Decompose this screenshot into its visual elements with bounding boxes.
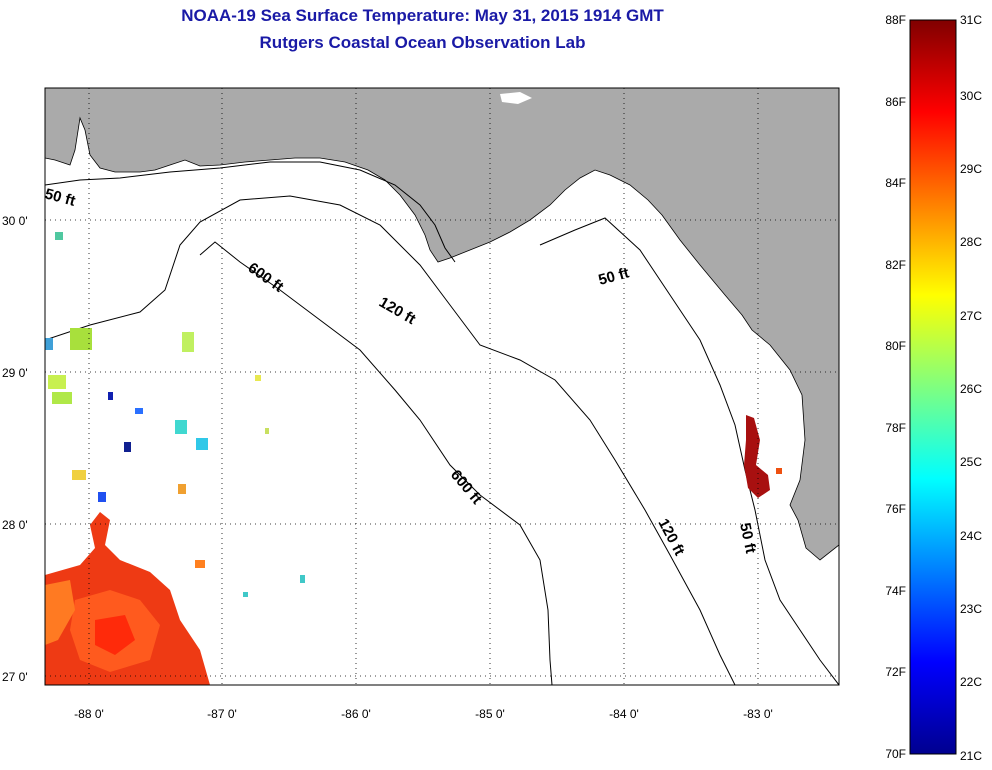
colorbar-label-c: 22C <box>960 675 982 689</box>
lon-label: -85 0' <box>475 707 505 721</box>
lat-label: 30 0' <box>2 214 28 228</box>
colorbar-label-c: 26C <box>960 382 982 396</box>
colorbar-label-f: 80F <box>885 339 906 353</box>
contour-600ft <box>199 241 553 685</box>
contour-50ft-east <box>539 217 839 685</box>
colorbar-label-f: 76F <box>885 502 906 516</box>
colorbar-label-f: 86F <box>885 95 906 109</box>
lon-label: -83 0' <box>743 707 773 721</box>
colorbar-label-f: 78F <box>885 421 906 435</box>
lat-label: 27 0' <box>2 670 28 684</box>
colorbar <box>909 19 957 755</box>
colorbar-label-c: 31C <box>960 13 982 27</box>
lon-label: -87 0' <box>207 707 237 721</box>
colorbar-label-f: 82F <box>885 258 906 272</box>
contour-120ft <box>45 195 736 685</box>
inland-lake <box>500 92 532 104</box>
colorbar-label-f: 84F <box>885 176 906 190</box>
colorbar-label-f: 70F <box>885 747 906 761</box>
contour-label: 50 ft <box>736 521 759 555</box>
colorbar-label-c: 25C <box>960 455 982 469</box>
colorbar-label-f: 88F <box>885 13 906 27</box>
land-mass <box>45 88 839 561</box>
contour-50ft-west <box>45 161 456 263</box>
sst-warm-region-southwest <box>45 512 210 685</box>
colorbar-label-c: 27C <box>960 309 982 323</box>
colorbar-label-c: 23C <box>960 602 982 616</box>
sst-scattered-pixels <box>45 232 305 597</box>
sst-hot-patch-east <box>744 415 782 498</box>
colorbar-label-c: 29C <box>960 162 982 176</box>
map-subtitle: Rutgers Coastal Ocean Observation Lab <box>259 33 586 52</box>
colorbar-label-f: 74F <box>885 584 906 598</box>
colorbar-label-c: 30C <box>960 89 982 103</box>
lon-label: -84 0' <box>609 707 639 721</box>
colorbar-label-c: 21C <box>960 749 982 763</box>
lat-label: 29 0' <box>2 366 28 380</box>
colorbar-celsius-labels: 31C 30C 29C 28C 27C 26C 25C 24C 23C 22C … <box>960 13 982 763</box>
lon-label: -88 0' <box>74 707 104 721</box>
colorbar-label-f: 72F <box>885 665 906 679</box>
map-frame <box>44 87 840 686</box>
colorbar-fahrenheit-labels: 88F 86F 84F 82F 80F 78F 76F 74F 72F 70F <box>885 13 906 761</box>
lon-label: -86 0' <box>341 707 371 721</box>
map-title: NOAA-19 Sea Surface Temperature: May 31,… <box>181 6 664 25</box>
colorbar-label-c: 24C <box>960 529 982 543</box>
lat-label: 28 0' <box>2 518 28 532</box>
colorbar-label-c: 28C <box>960 235 982 249</box>
